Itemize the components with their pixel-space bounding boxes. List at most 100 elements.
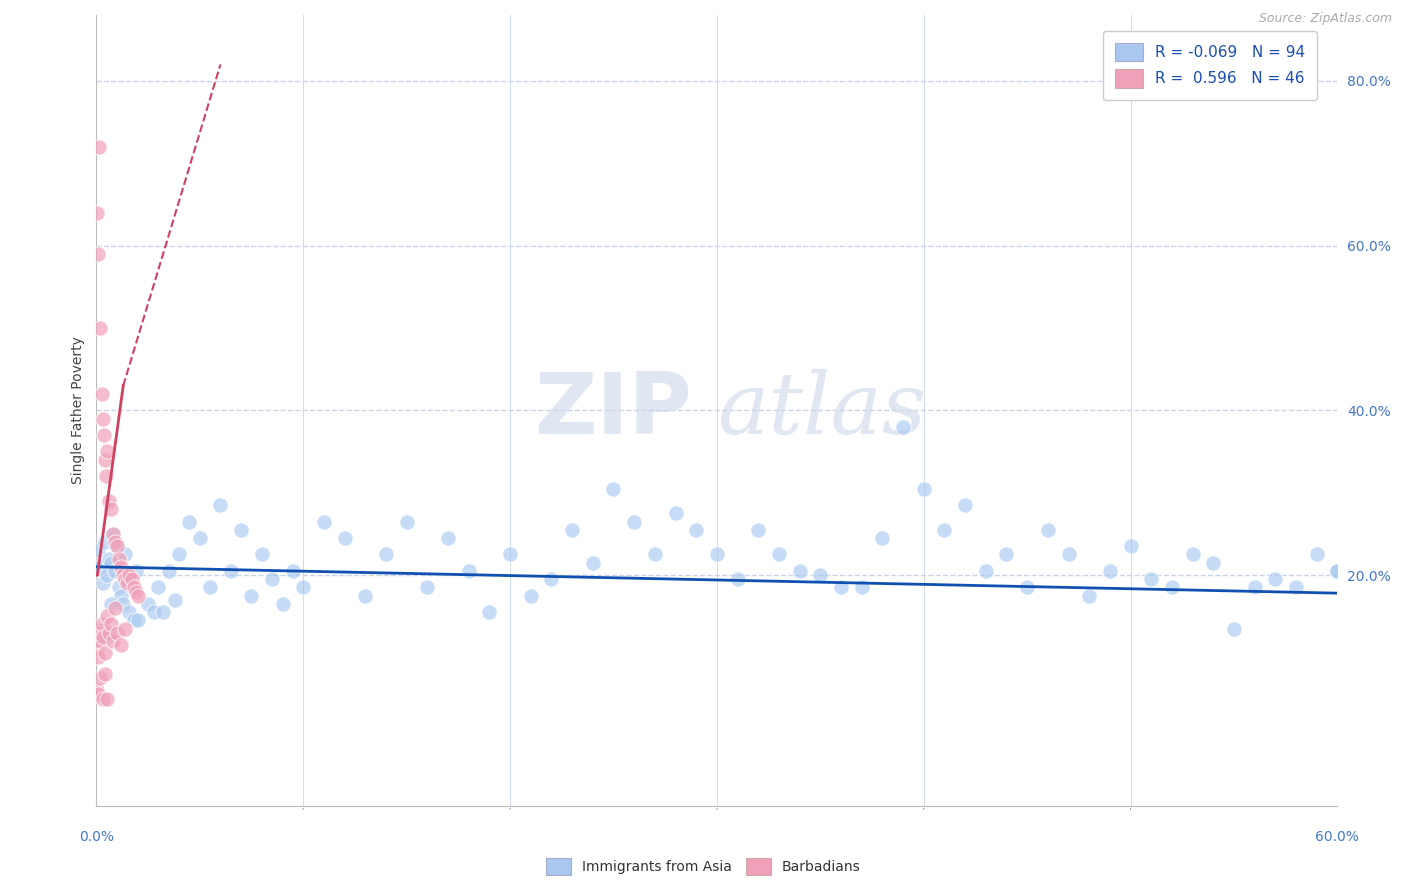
Point — [97, 551, 120, 566]
Point — [1326, 564, 1348, 578]
Point — [110, 559, 132, 574]
Point — [198, 581, 221, 595]
Point — [808, 568, 831, 582]
Point — [96, 444, 118, 458]
Point — [105, 539, 128, 553]
Point — [105, 625, 128, 640]
Point — [104, 535, 127, 549]
Legend: Immigrants from Asia, Barbadians: Immigrants from Asia, Barbadians — [540, 853, 866, 880]
Point — [112, 568, 135, 582]
Point — [995, 548, 1018, 562]
Point — [250, 548, 273, 562]
Point — [91, 630, 114, 644]
Point — [101, 526, 124, 541]
Point — [934, 523, 956, 537]
Point — [108, 551, 131, 566]
Point — [1057, 548, 1080, 562]
Point — [1161, 581, 1184, 595]
Point — [86, 683, 108, 698]
Point — [114, 572, 136, 586]
Point — [110, 589, 132, 603]
Point — [100, 597, 122, 611]
Legend: R = -0.069   N = 94, R =  0.596   N = 46: R = -0.069 N = 94, R = 0.596 N = 46 — [1104, 30, 1317, 100]
Text: ZIP: ZIP — [534, 368, 692, 452]
Point — [87, 688, 110, 702]
Point — [851, 581, 873, 595]
Point — [747, 523, 769, 537]
Point — [86, 205, 108, 219]
Point — [148, 581, 170, 595]
Point — [354, 589, 377, 603]
Point — [93, 646, 115, 660]
Point — [100, 556, 122, 570]
Point — [112, 597, 135, 611]
Point — [124, 584, 146, 599]
Point — [91, 576, 114, 591]
Point — [179, 515, 201, 529]
Point — [96, 630, 118, 644]
Point — [891, 419, 914, 434]
Point — [100, 502, 122, 516]
Point — [94, 469, 117, 483]
Point — [127, 613, 149, 627]
Point — [872, 531, 894, 545]
Point — [395, 515, 418, 529]
Point — [157, 564, 180, 578]
Point — [1181, 548, 1204, 562]
Point — [437, 531, 460, 545]
Point — [1140, 572, 1163, 586]
Point — [953, 498, 976, 512]
Point — [974, 564, 997, 578]
Point — [219, 564, 242, 578]
Point — [768, 548, 790, 562]
Point — [93, 666, 115, 681]
Point — [912, 482, 935, 496]
Point — [163, 592, 186, 607]
Point — [108, 581, 131, 595]
Point — [93, 535, 115, 549]
Point — [89, 140, 111, 154]
Point — [91, 691, 114, 706]
Text: 60.0%: 60.0% — [1316, 830, 1360, 845]
Point — [478, 605, 501, 619]
Point — [1305, 548, 1327, 562]
Point — [240, 589, 263, 603]
Point — [89, 625, 111, 640]
Point — [89, 634, 111, 648]
Point — [271, 597, 294, 611]
Point — [121, 572, 143, 586]
Point — [1202, 556, 1225, 570]
Point — [374, 548, 396, 562]
Point — [416, 581, 439, 595]
Point — [262, 572, 284, 586]
Point — [104, 564, 127, 578]
Point — [789, 564, 811, 578]
Point — [117, 576, 139, 591]
Point — [93, 452, 115, 467]
Point — [105, 539, 128, 553]
Point — [457, 564, 479, 578]
Point — [89, 559, 111, 574]
Point — [1017, 581, 1039, 595]
Point — [519, 589, 541, 603]
Point — [561, 523, 583, 537]
Point — [664, 506, 686, 520]
Point — [333, 531, 356, 545]
Point — [91, 622, 114, 636]
Text: Source: ZipAtlas.com: Source: ZipAtlas.com — [1258, 12, 1392, 25]
Point — [101, 634, 124, 648]
Point — [93, 428, 115, 442]
Point — [685, 523, 707, 537]
Point — [292, 581, 315, 595]
Point — [1098, 564, 1121, 578]
Point — [91, 411, 114, 425]
Point — [90, 617, 112, 632]
Point — [118, 605, 141, 619]
Point — [209, 498, 232, 512]
Point — [100, 617, 122, 632]
Point — [231, 523, 253, 537]
Point — [118, 568, 141, 582]
Point — [540, 572, 562, 586]
Point — [1223, 622, 1246, 636]
Point — [188, 531, 211, 545]
